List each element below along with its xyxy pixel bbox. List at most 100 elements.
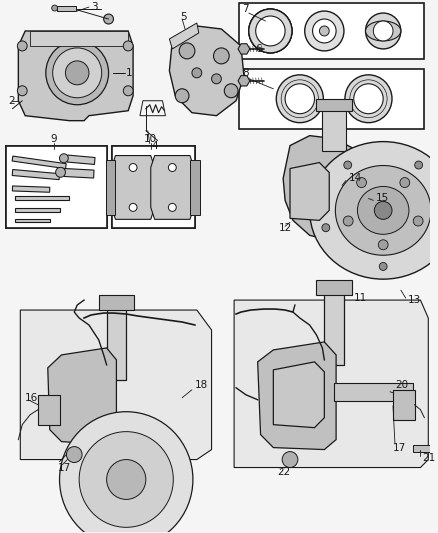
Text: 10: 10: [144, 134, 157, 143]
Text: 17: 17: [393, 442, 406, 453]
Text: 16: 16: [25, 393, 39, 403]
Polygon shape: [12, 186, 50, 192]
Bar: [324, 285, 344, 365]
Circle shape: [79, 432, 173, 527]
Circle shape: [46, 41, 109, 104]
Polygon shape: [238, 76, 250, 86]
Bar: [239, 69, 424, 128]
Text: 17: 17: [57, 463, 71, 473]
Polygon shape: [15, 208, 60, 212]
Text: 13: 13: [408, 295, 421, 305]
Polygon shape: [273, 362, 324, 427]
Text: 14: 14: [349, 173, 362, 183]
Circle shape: [60, 411, 193, 533]
Ellipse shape: [357, 187, 409, 235]
Circle shape: [344, 161, 352, 169]
Polygon shape: [112, 156, 155, 220]
Circle shape: [282, 451, 298, 467]
Text: 4: 4: [152, 141, 159, 151]
Circle shape: [322, 224, 330, 232]
Bar: [112, 146, 195, 228]
Bar: [334, 383, 413, 401]
Circle shape: [249, 9, 292, 53]
Text: 5: 5: [180, 12, 187, 22]
Circle shape: [379, 262, 387, 270]
Polygon shape: [12, 169, 60, 180]
Circle shape: [413, 216, 423, 226]
Circle shape: [249, 9, 292, 53]
Circle shape: [285, 84, 314, 114]
Circle shape: [357, 177, 367, 188]
Polygon shape: [20, 310, 212, 459]
Text: 15: 15: [375, 193, 389, 204]
Circle shape: [345, 75, 392, 123]
Circle shape: [400, 177, 410, 188]
Bar: [99, 295, 134, 310]
Polygon shape: [234, 300, 428, 467]
Circle shape: [364, 181, 383, 200]
Circle shape: [305, 11, 344, 51]
Bar: [413, 445, 430, 451]
Circle shape: [67, 447, 82, 463]
Circle shape: [257, 17, 284, 45]
Bar: [322, 101, 346, 151]
Circle shape: [123, 41, 133, 51]
Circle shape: [129, 164, 137, 172]
Circle shape: [256, 16, 285, 46]
Circle shape: [52, 5, 57, 11]
Circle shape: [319, 181, 339, 200]
Polygon shape: [190, 159, 200, 215]
Circle shape: [192, 68, 202, 78]
Circle shape: [168, 164, 176, 172]
Polygon shape: [151, 156, 194, 220]
Text: 12: 12: [279, 223, 293, 233]
Circle shape: [56, 167, 65, 177]
Circle shape: [129, 204, 137, 212]
Polygon shape: [170, 23, 199, 49]
Ellipse shape: [366, 21, 401, 41]
Polygon shape: [15, 219, 50, 222]
Circle shape: [123, 86, 133, 96]
Polygon shape: [18, 31, 133, 120]
Circle shape: [53, 48, 102, 98]
Polygon shape: [67, 155, 95, 165]
Circle shape: [366, 13, 401, 49]
Circle shape: [319, 26, 329, 36]
Circle shape: [354, 84, 383, 114]
Circle shape: [373, 21, 393, 41]
Ellipse shape: [336, 166, 431, 255]
Circle shape: [212, 74, 221, 84]
Circle shape: [224, 84, 238, 98]
Polygon shape: [30, 31, 128, 46]
Circle shape: [415, 161, 423, 169]
Circle shape: [257, 17, 284, 45]
Bar: [239, 3, 424, 59]
Bar: [317, 99, 352, 111]
Polygon shape: [258, 342, 336, 449]
Polygon shape: [238, 44, 250, 54]
Circle shape: [168, 204, 176, 212]
Polygon shape: [106, 159, 116, 215]
Circle shape: [179, 43, 195, 59]
Text: 2: 2: [8, 96, 15, 106]
Polygon shape: [283, 135, 371, 240]
Bar: [6, 146, 106, 228]
Polygon shape: [60, 368, 106, 427]
Polygon shape: [170, 26, 244, 116]
Text: 18: 18: [195, 380, 208, 390]
Bar: [6, 146, 106, 228]
Bar: [317, 280, 352, 295]
Circle shape: [104, 14, 113, 24]
Text: 9: 9: [50, 134, 57, 143]
Circle shape: [311, 173, 347, 208]
Ellipse shape: [310, 142, 438, 279]
Circle shape: [65, 61, 89, 85]
Circle shape: [378, 240, 388, 250]
Text: 6: 6: [256, 44, 262, 54]
Bar: [329, 181, 359, 200]
Bar: [106, 300, 126, 380]
Text: 20: 20: [395, 380, 408, 390]
Bar: [112, 146, 195, 228]
Polygon shape: [48, 348, 117, 445]
Circle shape: [106, 459, 146, 499]
